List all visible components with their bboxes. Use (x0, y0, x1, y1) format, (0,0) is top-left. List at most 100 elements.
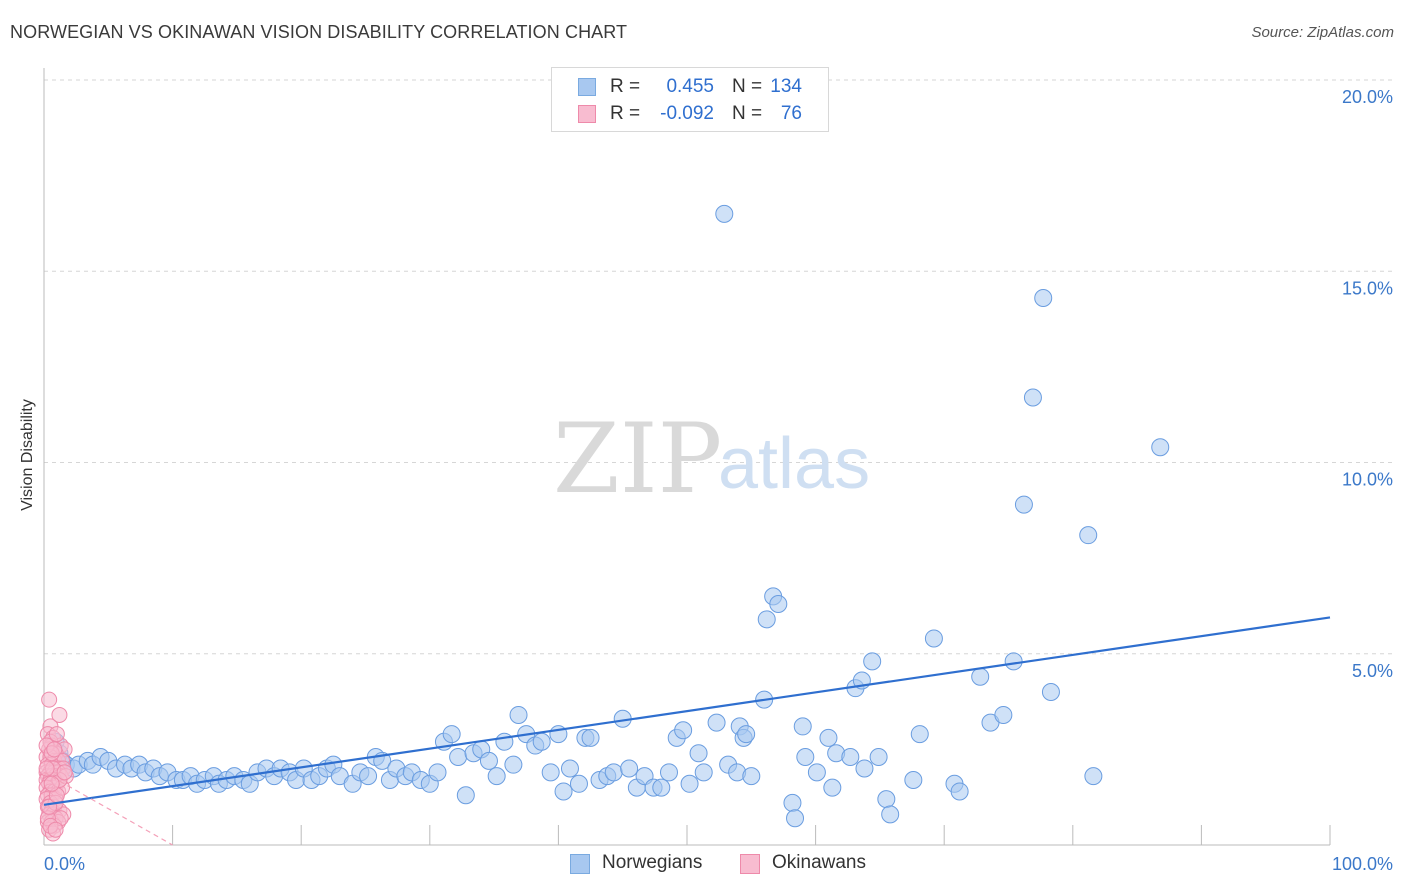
norwegian-point (659, 763, 678, 782)
norwegian-point (757, 610, 776, 629)
norwegian-point (456, 786, 475, 805)
norwegian-point (855, 759, 874, 778)
norwegian-point (742, 767, 761, 786)
norwegian-point (569, 774, 588, 793)
norwegian-point (793, 717, 812, 736)
okinawan-point (38, 760, 55, 777)
norwegian-point (819, 728, 838, 747)
watermark: ZIP atlas (553, 403, 870, 515)
chart-title: NORWEGIAN VS OKINAWAN VISION DISABILITY … (10, 22, 628, 42)
y-tick-label: 5.0% (1352, 661, 1393, 681)
norwegian-point (604, 763, 623, 782)
legend-swatch-norwegians (578, 78, 596, 96)
norwegian-point (1151, 438, 1170, 457)
legend-row-norwegians: R = 0.455 N = 134 (552, 74, 828, 100)
norwegian-point (807, 763, 826, 782)
okinawan-point (48, 726, 65, 743)
norwegian-point (707, 713, 726, 732)
norwegian-point (581, 728, 600, 747)
norwegian-point (541, 763, 560, 782)
okinawans-points (38, 691, 74, 842)
norwegian-point (904, 770, 923, 789)
stats-legend: R = 0.455 N = 134 R = -0.092 N = 76 (551, 67, 829, 132)
legend-n-label: N = (732, 103, 763, 124)
legend-n-value: 134 (770, 76, 802, 97)
legend-n-label: N = (732, 76, 763, 97)
trend-lines (43, 616, 1331, 846)
norwegian-point (786, 809, 805, 828)
norwegian-point (449, 748, 468, 767)
legend-row-okinawans: R = -0.092 N = 76 (552, 101, 828, 127)
norwegian-point (715, 204, 734, 223)
norwegian-point (1079, 526, 1098, 545)
norwegian-point (479, 751, 498, 770)
legend-label-okinawans: Okinawans (772, 852, 866, 873)
norwegian-point (950, 782, 969, 801)
legend-swatch-norwegians (570, 854, 590, 874)
gridlines (44, 79, 1395, 655)
norwegian-point (877, 790, 896, 809)
legend-label-norwegians: Norwegians (602, 852, 703, 873)
norwegian-point (1084, 767, 1103, 786)
norwegian-point (620, 759, 639, 778)
norwegian-point (971, 667, 990, 686)
axes (43, 68, 1331, 846)
norwegian-point (863, 652, 882, 671)
norwegian-point (504, 755, 523, 774)
legend-n-value: 76 (780, 103, 802, 124)
norwegian-point (769, 595, 788, 614)
okinawan-point (46, 741, 63, 758)
norwegian-point (1023, 388, 1042, 407)
y-tick-label: 20.0% (1342, 87, 1393, 107)
norwegian-point (1034, 289, 1053, 308)
okinawans-trend-line (43, 771, 173, 846)
okinawan-point (56, 764, 73, 781)
okinawan-point (43, 775, 60, 792)
norwegian-point (509, 705, 528, 724)
norwegian-point (841, 748, 860, 767)
legend-r-value: -0.092 (660, 103, 714, 124)
norwegian-point (560, 759, 579, 778)
okinawan-point (47, 821, 64, 838)
norwegian-point (823, 778, 842, 797)
norwegian-point (869, 748, 888, 767)
norwegian-point (881, 805, 900, 824)
legend-r-value: 0.455 (666, 76, 714, 97)
norwegian-point (674, 721, 693, 740)
okinawan-point (51, 706, 68, 723)
y-tick-label: 15.0% (1342, 278, 1393, 298)
norwegian-point (689, 744, 708, 763)
norwegian-point (1004, 652, 1023, 671)
legend-r-label: R = (610, 103, 641, 124)
watermark-zip: ZIP (553, 403, 722, 515)
norwegian-point (783, 793, 802, 812)
tick-labels: 5.0% 10.0% 15.0% 20.0% 0.0% 100.0% (44, 87, 1393, 874)
watermark-atlas: atlas (718, 424, 870, 504)
norwegian-point (737, 725, 756, 744)
legend-r-label: R = (610, 76, 641, 97)
series-legend: Norwegians Okinawans (0, 852, 1406, 878)
norwegian-point (554, 782, 573, 801)
x-tick-label-min: 0.0% (44, 854, 85, 874)
norwegian-point (359, 767, 378, 786)
norwegian-point (680, 774, 699, 793)
norwegian-point (652, 778, 671, 797)
norwegian-point (442, 725, 461, 744)
norwegians-points (46, 204, 1170, 828)
norwegian-point (1014, 495, 1033, 514)
norwegian-point (428, 763, 447, 782)
source-label: Source: ZipAtlas.com (1251, 24, 1394, 41)
norwegian-point (796, 748, 815, 767)
norwegian-point (994, 705, 1013, 724)
x-tick-label-max: 100.0% (1332, 854, 1393, 874)
norwegians-trend-line (43, 616, 1331, 806)
legend-swatch-okinawans (578, 105, 596, 123)
norwegian-point (924, 629, 943, 648)
norwegian-point (910, 725, 929, 744)
y-tick-label: 10.0% (1342, 470, 1393, 490)
norwegian-point (487, 767, 506, 786)
norwegian-point (1041, 683, 1060, 701)
legend-swatch-okinawans (740, 854, 760, 874)
norwegian-point (694, 763, 713, 782)
